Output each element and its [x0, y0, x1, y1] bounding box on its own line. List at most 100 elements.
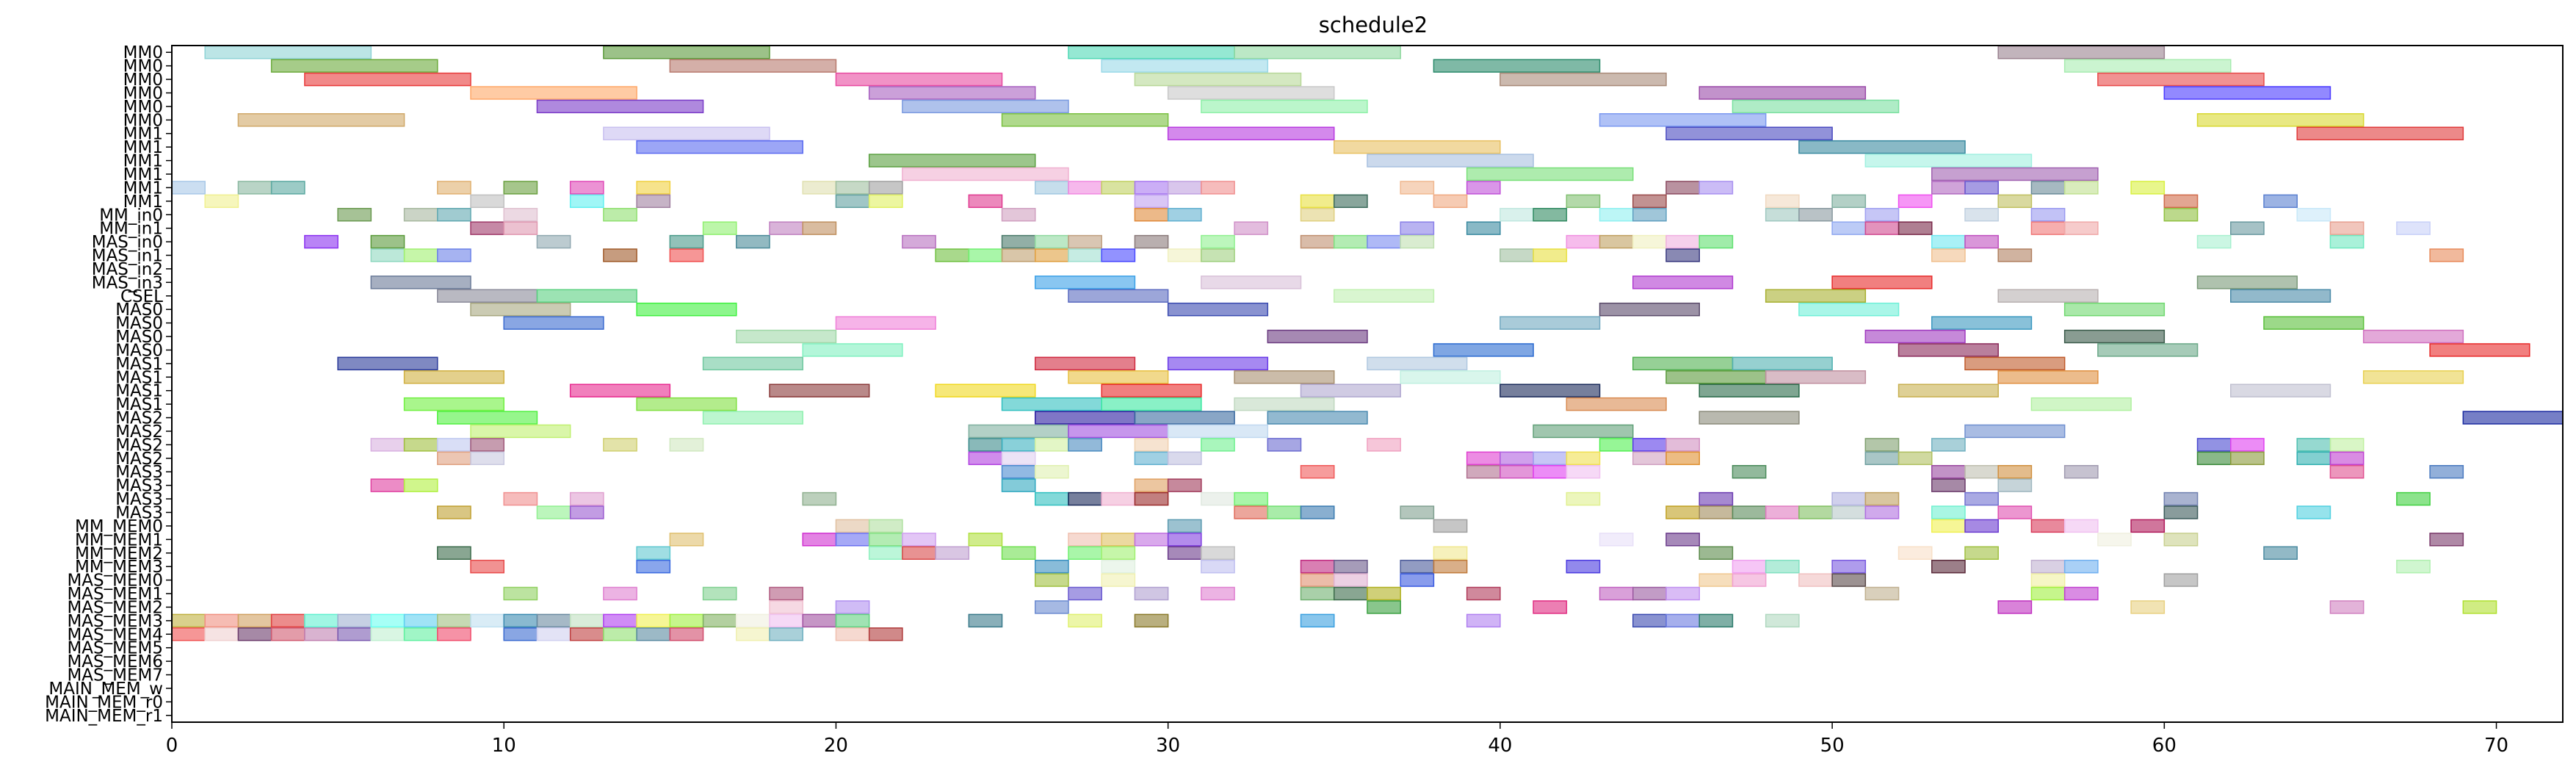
task-bar	[1698, 411, 1800, 425]
task-bar	[1167, 478, 1202, 492]
task-bar	[2196, 275, 2298, 289]
task-bar	[569, 613, 604, 628]
task-bar	[935, 383, 1036, 397]
task-bar	[2030, 221, 2066, 235]
task-bar	[1632, 586, 1667, 601]
task-bar	[1566, 465, 1601, 479]
task-bar	[1864, 221, 1900, 235]
y-tick-label: MAS1	[115, 368, 163, 387]
task-bar	[1732, 356, 1833, 371]
task-bar	[902, 546, 936, 560]
task-bar	[1334, 559, 1368, 574]
task-bar	[769, 586, 803, 601]
task-bar	[1632, 275, 1734, 289]
task-bar	[1499, 248, 1534, 262]
task-bar	[2097, 72, 2265, 87]
x-tick-label: 60	[2152, 735, 2177, 757]
task-bar	[569, 194, 604, 209]
task-bar	[835, 533, 870, 547]
task-bar	[1068, 424, 1169, 439]
x-tick-label: 0	[166, 735, 178, 757]
task-bar	[1864, 438, 1900, 452]
task-bar	[968, 194, 1003, 209]
task-bar	[1367, 600, 1401, 614]
task-bar	[1001, 465, 1036, 479]
task-bar	[370, 438, 405, 452]
x-tick-label: 40	[1488, 735, 1512, 757]
task-bar	[536, 234, 571, 249]
task-bar	[470, 451, 504, 466]
task-bar	[669, 438, 704, 452]
task-bar	[736, 234, 770, 249]
task-bar	[1367, 154, 1534, 168]
task-bar	[569, 181, 604, 195]
task-bar	[1997, 289, 2099, 303]
task-bar	[403, 478, 438, 492]
y-tick-label: MAS1	[115, 355, 163, 374]
task-bar	[1134, 234, 1169, 249]
task-bar	[2030, 208, 2066, 222]
task-bar	[470, 438, 504, 452]
task-bar	[1035, 248, 1069, 262]
task-bar	[370, 275, 471, 289]
task-bar	[1300, 613, 1335, 628]
y-tick-label: MAS1	[115, 395, 163, 414]
task-bar	[2296, 438, 2331, 452]
y-tick-label: MAIN_MEM_r0	[45, 693, 163, 712]
y-tick-label: CSEL	[120, 287, 163, 306]
task-bar	[1997, 248, 2033, 262]
task-bar	[802, 343, 903, 357]
task-bar	[1068, 234, 1102, 249]
task-bar	[1831, 505, 1867, 519]
task-bar	[835, 613, 870, 628]
task-bar	[569, 383, 671, 397]
task-bar	[2097, 533, 2132, 547]
task-bar	[1035, 356, 1136, 371]
task-bar	[569, 505, 604, 519]
task-bar	[1964, 356, 2066, 371]
task-bar	[204, 613, 239, 628]
task-bar	[1897, 194, 1933, 209]
task-bar	[2163, 533, 2199, 547]
task-bar	[2030, 559, 2066, 574]
task-bar	[2196, 451, 2232, 466]
task-bar	[1201, 438, 1235, 452]
task-bar	[1864, 208, 1900, 222]
task-bar	[769, 613, 803, 628]
task-bar	[1035, 600, 1069, 614]
task-bar	[204, 194, 239, 209]
task-bar	[470, 424, 571, 439]
task-bar	[1101, 491, 1136, 506]
task-bar	[603, 438, 637, 452]
task-bar	[1499, 208, 1534, 222]
task-bar	[370, 613, 405, 628]
task-bar	[802, 533, 837, 547]
task-bar	[1068, 289, 1169, 303]
task-bar	[2063, 519, 2099, 533]
task-bar	[935, 546, 970, 560]
task-bar	[2063, 181, 2099, 195]
y-tick-label: MAS0	[115, 314, 163, 334]
task-bar	[835, 627, 870, 641]
task-bar	[403, 397, 504, 411]
task-bar	[237, 613, 272, 628]
task-bar	[370, 627, 405, 641]
task-bar	[1334, 573, 1368, 587]
task-bar	[437, 438, 471, 452]
task-bar	[237, 627, 272, 641]
task-bar	[1035, 573, 1069, 587]
task-bar	[270, 627, 305, 641]
task-bar	[636, 181, 671, 195]
task-bar	[470, 613, 504, 628]
task-bar	[902, 99, 1069, 114]
plot-frame	[171, 45, 2564, 723]
task-bar	[1035, 438, 1069, 452]
task-bar	[1001, 234, 1036, 249]
task-bar	[1234, 370, 1335, 384]
task-bar	[669, 234, 704, 249]
task-bar	[2163, 86, 2331, 100]
task-bar	[1864, 586, 1900, 601]
x-tick-labels: 0 10 20 30 40 50 60 70	[166, 722, 2508, 757]
task-bar	[1599, 234, 1634, 249]
y-tick-label: MAS2	[115, 436, 163, 455]
